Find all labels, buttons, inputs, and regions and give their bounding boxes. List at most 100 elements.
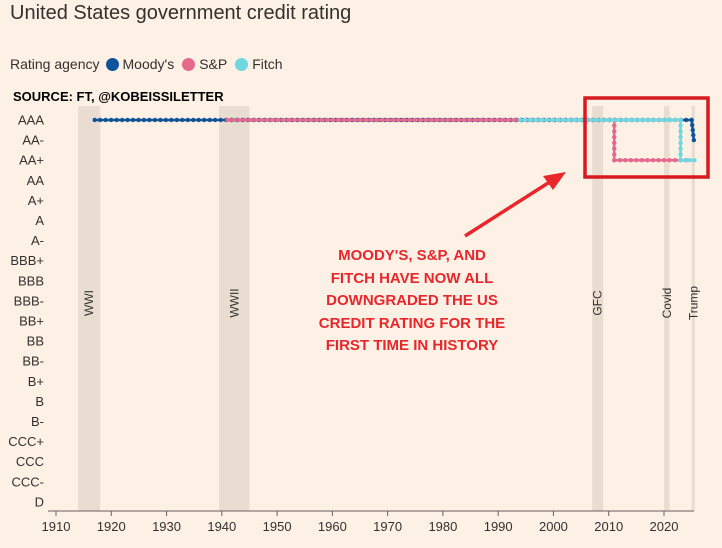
series-point (678, 123, 683, 128)
series-point (650, 117, 656, 123)
legend-label-fitch: Fitch (252, 56, 283, 72)
legend-item-moodys: Moody's (105, 56, 174, 72)
series-point (639, 158, 645, 163)
series-point (645, 158, 650, 163)
series-point (446, 117, 451, 123)
series-point (634, 158, 639, 163)
x-tick-label: 2010 (594, 519, 623, 534)
series-point (595, 117, 600, 123)
series-point (601, 117, 606, 123)
series-point (252, 117, 258, 123)
highlight-box (583, 96, 710, 179)
shaded-period (78, 106, 101, 511)
series-point (379, 117, 385, 123)
series-point (385, 117, 390, 123)
series-point (424, 117, 429, 123)
series-point (479, 117, 484, 123)
legend-item-fitch: Fitch (235, 56, 283, 72)
series-point (606, 117, 611, 123)
y-tick-label: B- (31, 414, 44, 429)
series-point (661, 117, 667, 123)
annotation-arrow (464, 176, 557, 238)
series-point (352, 117, 357, 123)
series-point (623, 117, 628, 123)
legend-label-sp: S&P (199, 56, 228, 72)
annotation-line: DOWNGRADED THE US (326, 292, 498, 309)
series-point (473, 117, 479, 123)
series-point (567, 117, 573, 123)
series-point (612, 140, 617, 146)
series-point (225, 117, 230, 123)
series-point (612, 135, 617, 140)
series-point (678, 140, 683, 146)
y-tick-label: BB+ (19, 314, 44, 329)
series-line (520, 118, 695, 162)
series-point (678, 158, 683, 163)
legend-swatch-fitch (235, 57, 249, 71)
series-point (202, 117, 207, 123)
series-point (302, 117, 307, 123)
series-point (185, 117, 190, 123)
y-tick-label: D (35, 494, 44, 509)
series-point (462, 117, 468, 123)
shaded-period (592, 106, 604, 511)
series-point (617, 117, 622, 123)
series-point (484, 117, 490, 123)
series-point (169, 117, 174, 123)
series-point (512, 117, 517, 123)
series-point (319, 117, 324, 123)
annotation-line: FITCH HAVE NOW ALL (330, 269, 494, 287)
period-label: GFC (591, 290, 605, 316)
y-tick-label: A (35, 213, 44, 228)
y-tick-label: BBB- (14, 293, 44, 308)
shaded-period (219, 106, 250, 511)
series-point (390, 117, 396, 123)
series-point (678, 117, 683, 123)
y-tick-label: BB- (22, 354, 44, 369)
series-point (212, 117, 218, 123)
series-point (678, 135, 683, 140)
chart-title: United States government credit rating (10, 2, 352, 24)
x-tick-label: 1940 (207, 519, 236, 534)
series-point (180, 117, 185, 123)
series-point (573, 117, 578, 123)
legend-heading: Rating agency (10, 56, 100, 72)
series-point (691, 132, 696, 138)
shaded-period (664, 106, 670, 511)
series-point (678, 152, 683, 157)
series-point (672, 158, 678, 163)
series-point (551, 117, 556, 123)
series-point (656, 158, 661, 163)
series-point (518, 117, 523, 123)
series-point (689, 117, 694, 123)
series-point (691, 137, 697, 143)
series-point (218, 117, 223, 123)
period-label: Covid (660, 288, 674, 319)
annotation-line: FIRST TIME IN HISTORY (325, 337, 499, 354)
annotation-line: CREDIT RATING FOR THE (318, 314, 506, 332)
series-point (490, 117, 495, 123)
shaded-period (691, 106, 695, 511)
series-point (429, 117, 435, 123)
x-tick-label: 1950 (263, 519, 292, 534)
y-tick-label: B (35, 394, 44, 409)
series-point (368, 117, 374, 123)
annotation-line: MOODY'S, S&P, AND (338, 247, 486, 264)
period-label: Trump (686, 286, 700, 321)
series-point (612, 146, 617, 151)
x-tick-label: 1930 (152, 519, 181, 534)
series-point (103, 117, 108, 123)
series-point (341, 117, 346, 123)
series-point (308, 117, 313, 123)
y-tick-label: BBB+ (10, 253, 44, 268)
series-point (690, 127, 695, 133)
series-point (258, 117, 263, 123)
period-label: WWI (82, 290, 96, 316)
series-point (108, 117, 114, 123)
series-point (667, 158, 672, 163)
series-point (628, 158, 634, 163)
series-point (269, 117, 274, 123)
x-tick-label: 1920 (97, 519, 126, 534)
series-point (191, 117, 196, 123)
series-point (230, 117, 236, 123)
